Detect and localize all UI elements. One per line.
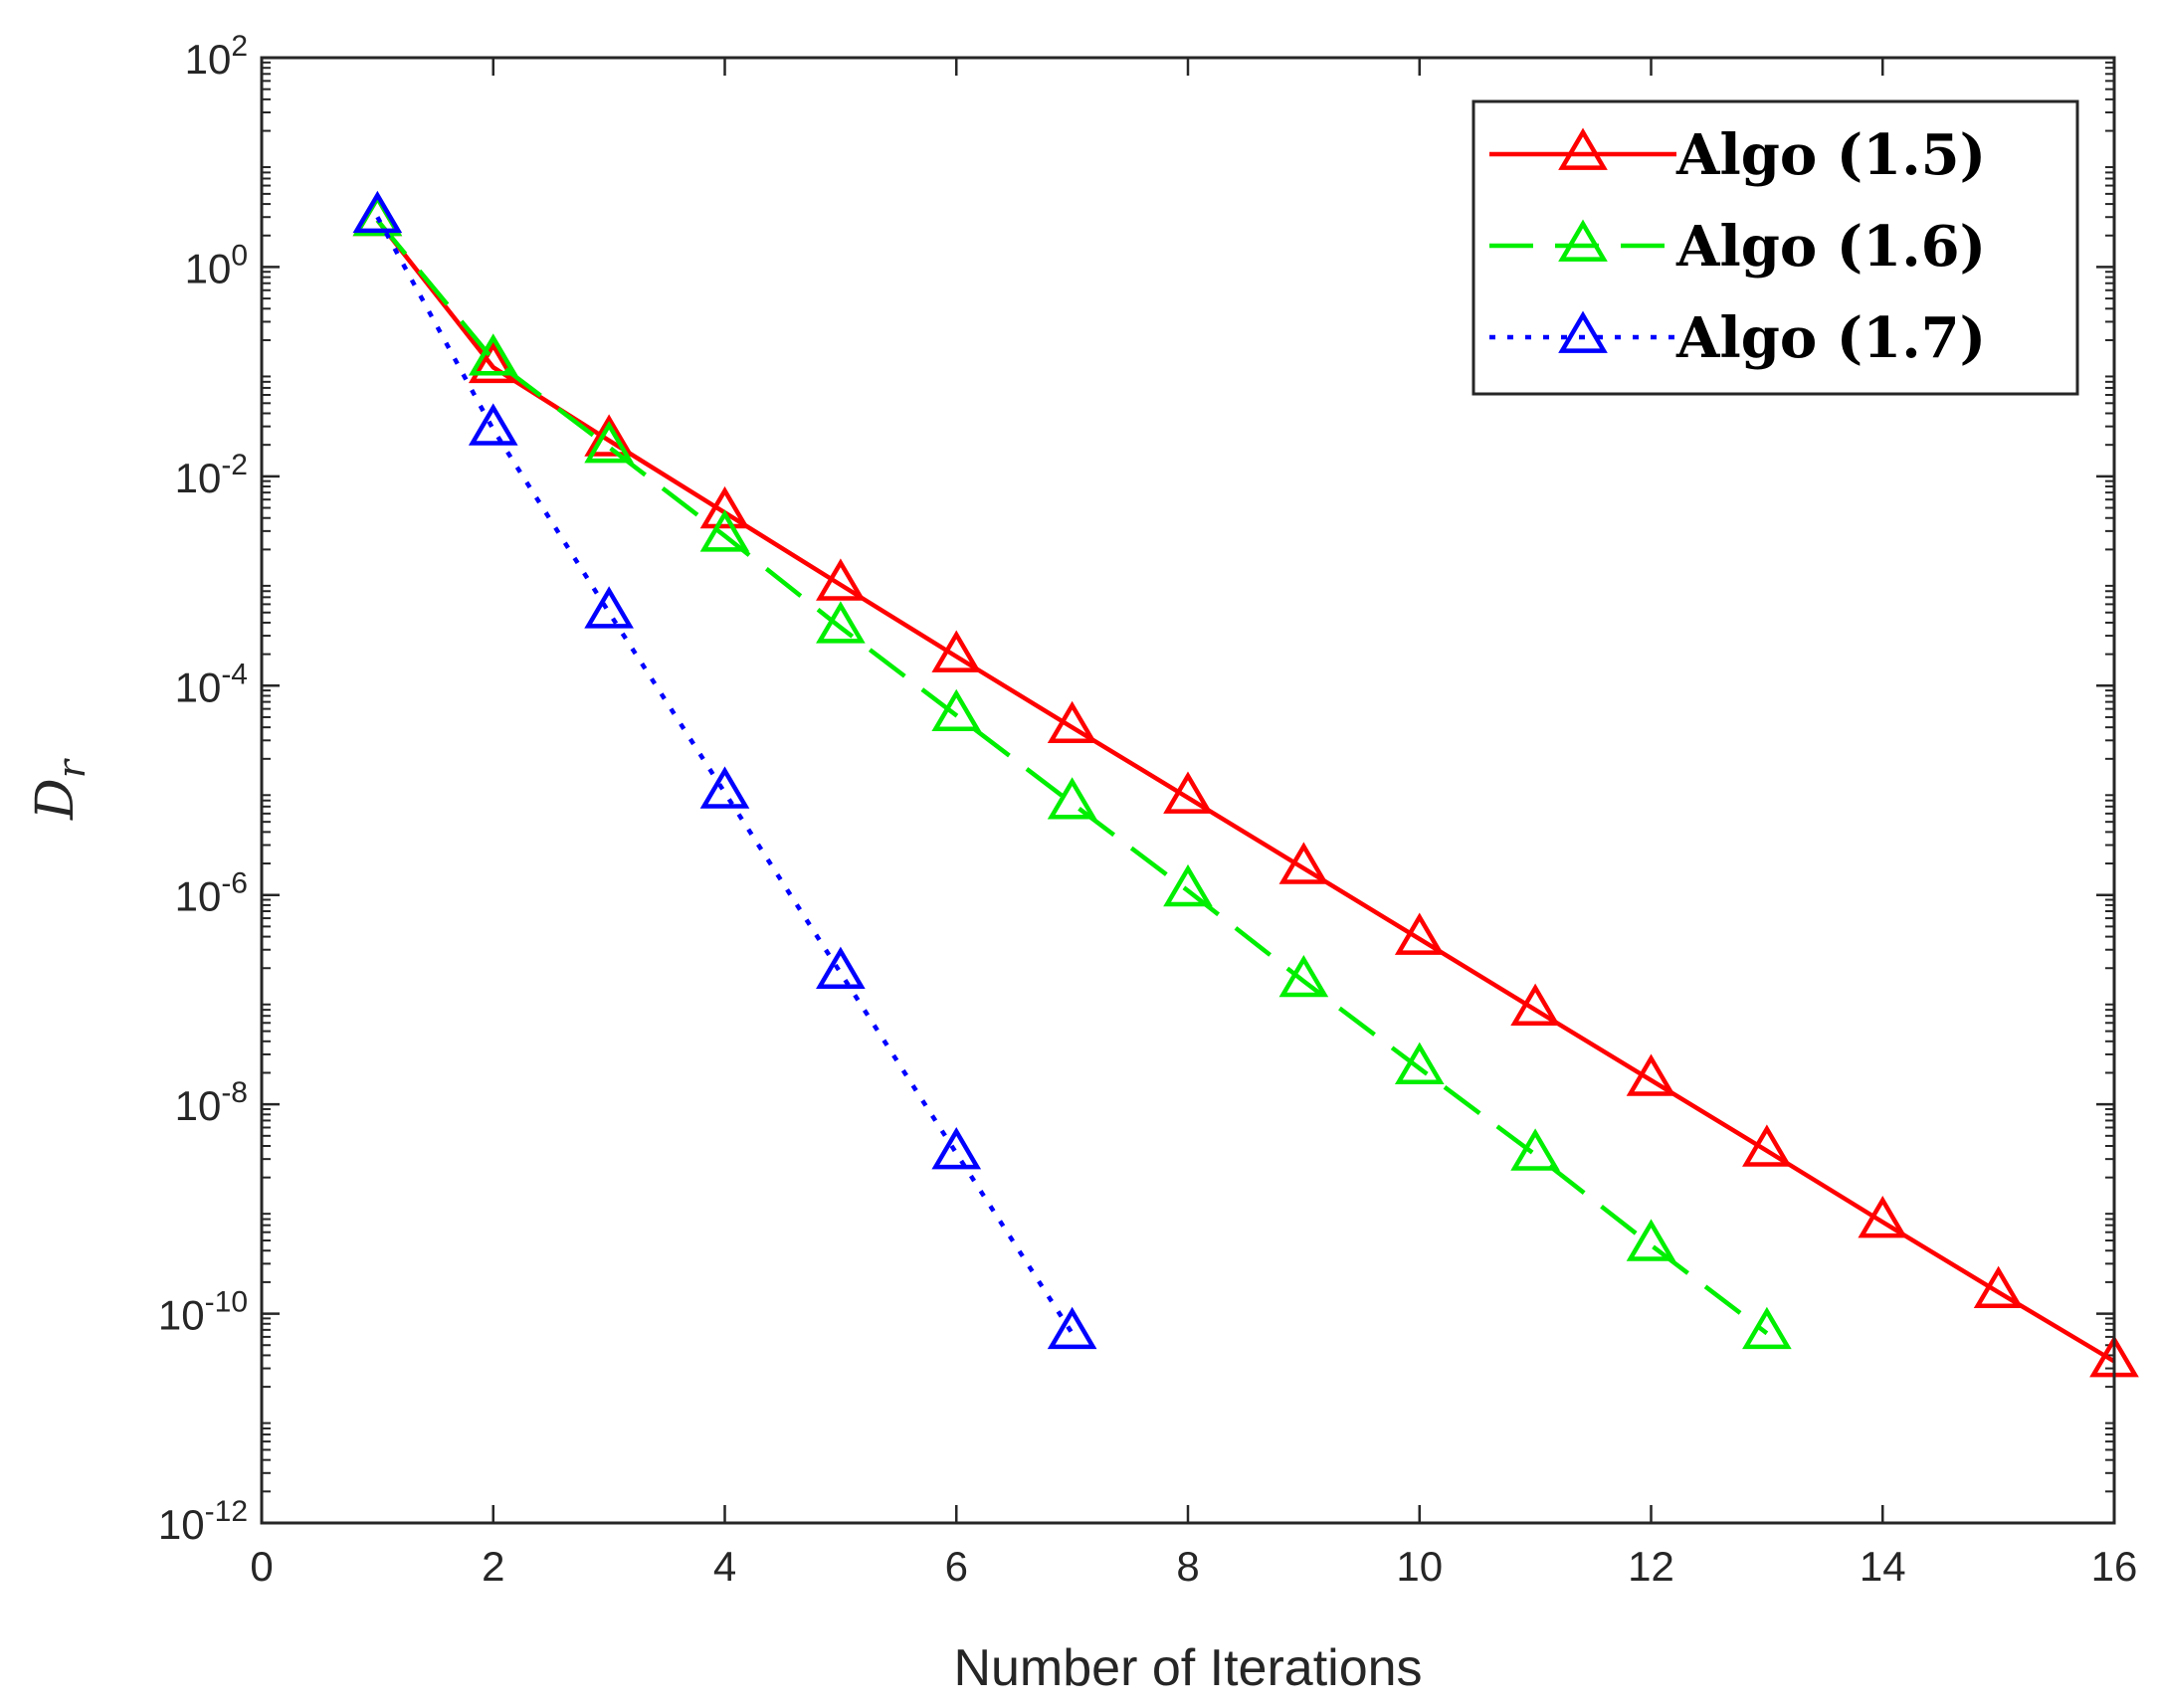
plot-frame [260, 56, 2116, 1525]
series-point [1047, 777, 1097, 820]
series-point [699, 485, 750, 529]
series-layer [352, 190, 2139, 1378]
y-tick-labels: 102 100 10-2 10-4 10-6 10-8 10-10 10-12 [158, 30, 248, 1548]
series-point [468, 403, 518, 446]
series-point [1163, 863, 1213, 907]
x-tick-label: 16 [2091, 1543, 2138, 1590]
series-point [699, 766, 750, 809]
series-point [468, 340, 518, 384]
y-tick-label: 10-8 [175, 1076, 248, 1129]
legend-marker [1558, 219, 1608, 262]
series-point [1394, 1042, 1445, 1085]
x-tick-label: 2 [482, 1543, 504, 1590]
series-point [816, 601, 866, 644]
series-point [584, 414, 634, 457]
series-point [1858, 1196, 1908, 1238]
series-point [584, 586, 634, 629]
series-point [1047, 700, 1097, 744]
series-point [1278, 842, 1329, 884]
y-tick-label: 10-2 [175, 449, 248, 501]
x-tick-label: 12 [1628, 1543, 1674, 1590]
x-tick-label: 4 [713, 1543, 736, 1590]
series-point [931, 1126, 982, 1170]
series-point [1742, 1124, 1792, 1167]
y-axis-label-base: D [26, 778, 86, 821]
y-tick-label: 10-4 [175, 658, 248, 710]
y-tick-label: 102 [185, 30, 248, 83]
y-axis-label: Dr [26, 757, 94, 821]
y-axis-label-sub: r [50, 757, 94, 778]
x-tick-label: 0 [250, 1543, 273, 1590]
legend-marker [1558, 127, 1608, 170]
y-tick-label: 10-6 [175, 867, 248, 920]
legend: Algo (1.5) Algo (1.6) Algo (1.7) [1471, 99, 2079, 396]
x-tick-label: 14 [1860, 1543, 1906, 1590]
series-point [1278, 954, 1329, 998]
series-point [352, 190, 403, 234]
x-tick-label: 10 [1396, 1543, 1443, 1590]
legend-marker [1558, 310, 1608, 353]
series-point [1973, 1265, 2024, 1308]
legend-label: Algo (1.6) [1675, 214, 1986, 280]
series-point [816, 558, 866, 601]
x-tick-labels: 0 2 4 6 8 10 12 14 16 [250, 1543, 2137, 1590]
series-point [1510, 1128, 1560, 1171]
x-tick-label: 8 [1176, 1543, 1199, 1590]
series-line [375, 219, 2116, 1364]
series-point [816, 946, 866, 989]
x-tick-label: 6 [945, 1543, 968, 1590]
x-axis-label: Number of Iterations [953, 1639, 1422, 1697]
series-point [1626, 1053, 1676, 1096]
series-point [699, 509, 750, 552]
series-point [1510, 983, 1560, 1027]
y-tick-label: 10-12 [158, 1495, 248, 1548]
series-point [931, 688, 982, 732]
series-point [1626, 1219, 1676, 1261]
legend-label: Algo (1.7) [1675, 305, 1986, 371]
legend-label: Algo (1.5) [1675, 122, 1986, 188]
series-point [1047, 1306, 1097, 1350]
series-point [1742, 1306, 1792, 1350]
y-tick-label: 100 [185, 239, 248, 291]
series-point [468, 333, 518, 376]
series-point [1163, 771, 1213, 814]
series-point [1394, 912, 1445, 955]
series-point [584, 421, 634, 464]
y-tick-label: 10-10 [158, 1286, 248, 1339]
legend-entries: Algo (1.5) Algo (1.6) Algo (1.7) [1489, 122, 1986, 371]
series-point [931, 630, 982, 672]
